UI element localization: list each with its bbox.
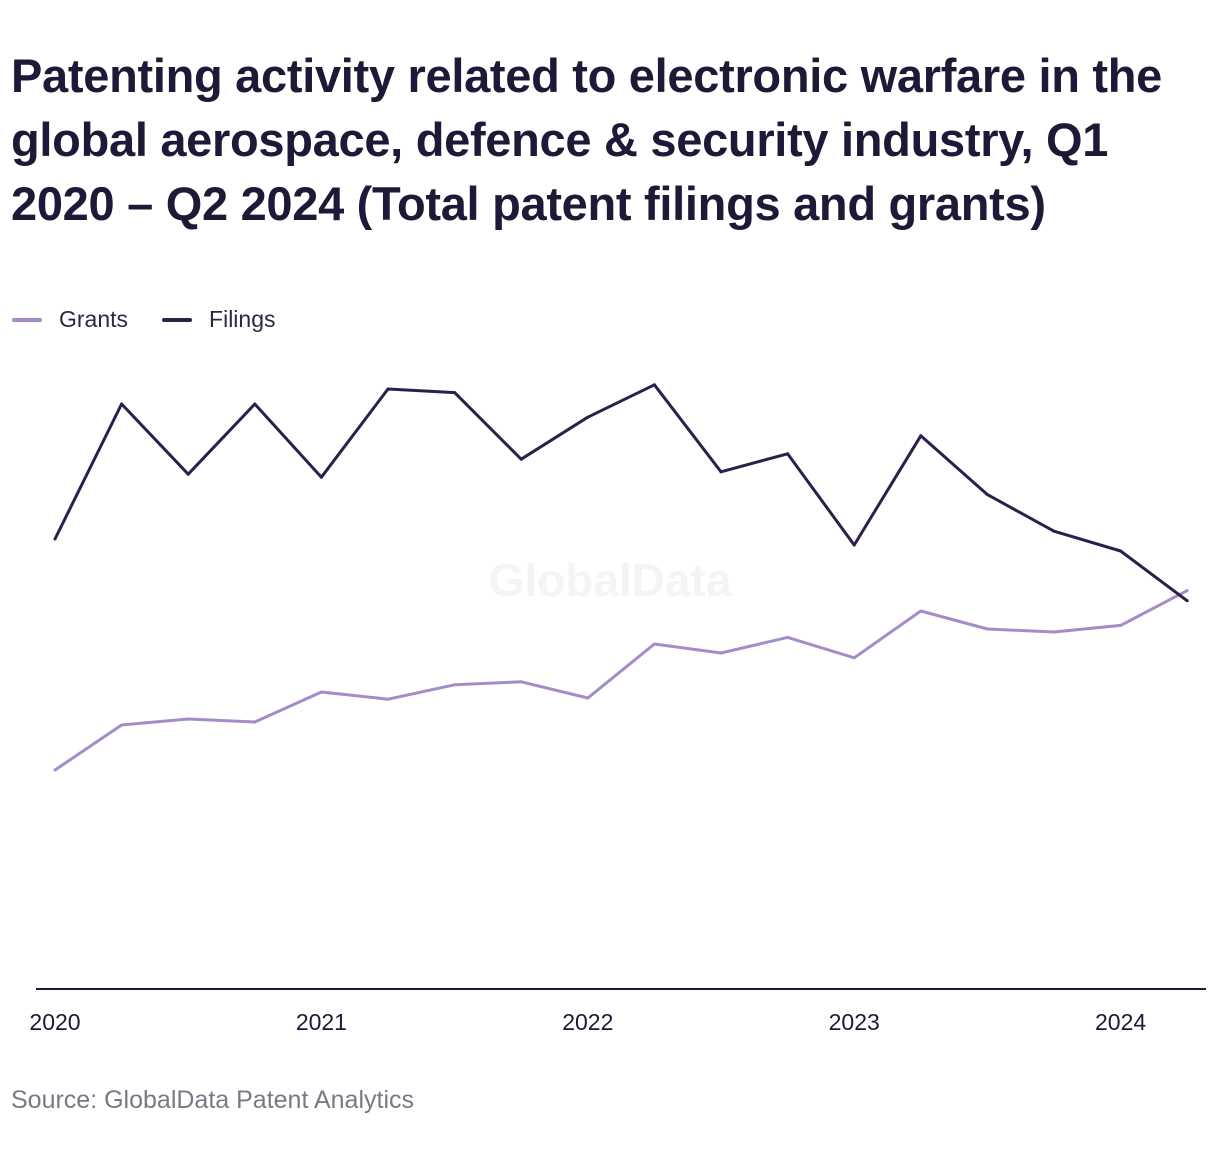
data-point-filings-2024-Q2 [1185,599,1189,603]
data-point-grants-2023-Q4 [1052,630,1056,634]
data-point-grants-2023-Q3 [985,627,989,631]
x-tick-label-2022: 2022 [562,1009,613,1035]
data-point-grants-2021-Q4 [519,680,523,684]
legend-label-grants: Grants [59,306,129,332]
data-point-grants-2020-Q1 [53,768,57,772]
data-point-filings-2023-Q3 [985,493,989,497]
data-point-filings-2020-Q1 [53,537,57,541]
legend-label-filings: Filings [209,306,276,332]
data-point-grants-2022-Q2 [652,642,656,646]
data-point-filings-2020-Q3 [186,472,190,476]
data-point-filings-2024-Q1 [1119,549,1123,553]
x-tick-label-2021: 2021 [296,1009,347,1035]
data-point-grants-2021-Q3 [453,683,457,687]
legend-item-filings: Filings [162,306,276,333]
data-point-grants-2022-Q4 [786,635,790,639]
x-tick-label-2023: 2023 [829,1009,880,1035]
line-chart: GlobalData 2020 2021 2022 2023 2024 [29,383,1206,1035]
data-point-filings-2023-Q1 [852,543,856,547]
legend-item-grants: Grants [12,306,128,333]
data-point-grants-2022-Q1 [586,696,590,700]
data-point-grants-2024-Q2 [1185,589,1189,593]
data-point-filings-2021-Q2 [386,387,390,391]
data-point-grants-2021-Q1 [319,690,323,694]
x-tick-label-2020: 2020 [29,1009,80,1035]
data-point-grants-2023-Q2 [919,609,923,613]
watermark-text: GlobalData [489,554,732,606]
legend-swatch-grants [12,317,42,322]
series-layer [53,383,1189,772]
data-point-grants-2020-Q2 [120,723,124,727]
data-point-filings-2022-Q4 [786,452,790,456]
series-line-filings [53,383,1189,603]
data-point-filings-2020-Q2 [120,402,124,406]
legend-swatch-filings [162,317,193,322]
data-point-grants-2023-Q1 [852,656,856,660]
data-point-filings-2022-Q1 [586,415,590,419]
data-point-grants-2020-Q4 [253,720,257,724]
data-point-grants-2024-Q1 [1119,623,1123,627]
chart-legend: Grants Filings [12,306,310,333]
data-point-filings-2022-Q2 [652,383,656,387]
data-point-filings-2021-Q3 [453,391,457,395]
data-point-filings-2023-Q4 [1052,529,1056,533]
x-axis-ticks: 2020 2021 2022 2023 2024 [29,1009,1146,1035]
data-point-filings-2023-Q2 [919,434,923,438]
data-point-filings-2020-Q4 [253,402,257,406]
data-point-grants-2020-Q3 [186,717,190,721]
series-line-grants [54,589,1188,772]
x-tick-label-2024: 2024 [1095,1009,1146,1035]
data-point-filings-2022-Q3 [719,470,723,474]
source-note: Source: GlobalData Patent Analytics [11,1086,415,1114]
data-point-grants-2022-Q3 [719,651,723,655]
data-point-filings-2021-Q4 [519,457,523,461]
data-point-filings-2021-Q1 [319,475,323,479]
data-point-grants-2021-Q2 [386,697,390,701]
chart-title: Patenting activity related to electronic… [11,49,1162,230]
